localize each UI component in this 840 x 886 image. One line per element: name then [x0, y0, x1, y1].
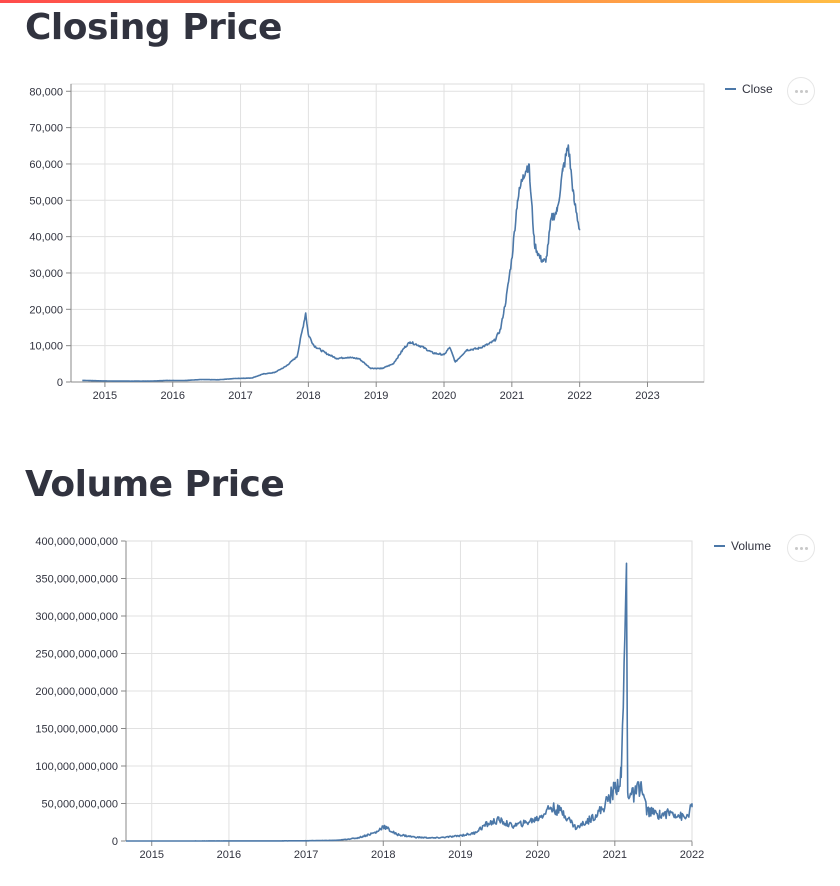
y-tick-label: 10,000 — [29, 341, 63, 353]
x-tick-label: 2022 — [680, 849, 704, 861]
y-tick-label: 50,000,000,000 — [42, 799, 118, 811]
x-tick-label: 2015 — [139, 849, 163, 861]
y-tick-label: 100,000,000,000 — [35, 761, 118, 773]
chart-grid: 0 50,000,000,000 100,000,000,000 150,000,00… — [35, 536, 704, 861]
legend-swatch — [725, 88, 736, 90]
y-tick-label: 20,000 — [29, 304, 63, 316]
x-tick-label: 2020 — [432, 390, 456, 402]
series-line-volume[interactable] — [126, 562, 693, 842]
legend-swatch — [714, 545, 725, 547]
y-tick-label: 200,000,000,000 — [35, 686, 118, 698]
closing-price-heading: Closing Price — [25, 7, 282, 48]
y-tick-label: 70,000 — [29, 123, 63, 135]
volume-chart-menu-button[interactable] — [787, 534, 815, 562]
y-tick-label: 150,000,000,000 — [35, 724, 118, 736]
y-tick-label: 50,000 — [29, 195, 63, 207]
y-tick-label: 60,000 — [29, 159, 63, 171]
x-tick-label: 2016 — [160, 390, 184, 402]
x-tick-label: 2023 — [635, 390, 659, 402]
x-tick-label: 2021 — [603, 849, 627, 861]
y-tick-label: 0 — [112, 836, 118, 848]
x-tick-label: 2020 — [525, 849, 549, 861]
x-tick-label: 2016 — [217, 849, 241, 861]
y-tick-label: 30,000 — [29, 268, 63, 280]
y-tick-label: 350,000,000,000 — [35, 574, 118, 586]
x-tick-label: 2019 — [364, 390, 388, 402]
volume-price-heading: Volume Price — [25, 464, 285, 505]
y-tick-label: 400,000,000,000 — [35, 536, 118, 548]
y-tick-label: 250,000,000,000 — [35, 649, 118, 661]
y-tick-label: 80,000 — [29, 86, 63, 98]
x-tick-label: 2018 — [371, 849, 395, 861]
x-tick-label: 2017 — [228, 390, 252, 402]
legend-label-close: Close — [742, 82, 773, 96]
app-top-decoration-bar — [0, 0, 840, 3]
x-tick-label: 2018 — [296, 390, 320, 402]
closing-chart-menu-button[interactable] — [787, 77, 815, 105]
x-tick-label: 2022 — [567, 390, 591, 402]
more-horizontal-icon — [794, 546, 798, 550]
volume-price-legend[interactable]: Volume — [714, 539, 771, 553]
x-tick-label: 2015 — [93, 390, 117, 402]
x-tick-label: 2017 — [294, 849, 318, 861]
more-horizontal-icon — [794, 89, 798, 93]
x-tick-label: 2019 — [448, 849, 472, 861]
chart-grid: 0 10,000 20,000 30,000 40,000 50,000 60,000 70,… — [29, 83, 705, 402]
closing-price-legend[interactable]: Close — [725, 82, 773, 96]
y-tick-label: 40,000 — [29, 232, 63, 244]
x-tick-label: 2021 — [500, 390, 524, 402]
series-line-close[interactable] — [82, 144, 581, 382]
y-tick-label: 300,000,000,000 — [35, 611, 118, 623]
closing-price-chart[interactable]: 0 10,000 20,000 30,000 40,000 50,000 60,000 70,… — [0, 0, 840, 420]
y-tick-label: 0 — [57, 377, 63, 389]
legend-label-volume: Volume — [731, 539, 772, 553]
